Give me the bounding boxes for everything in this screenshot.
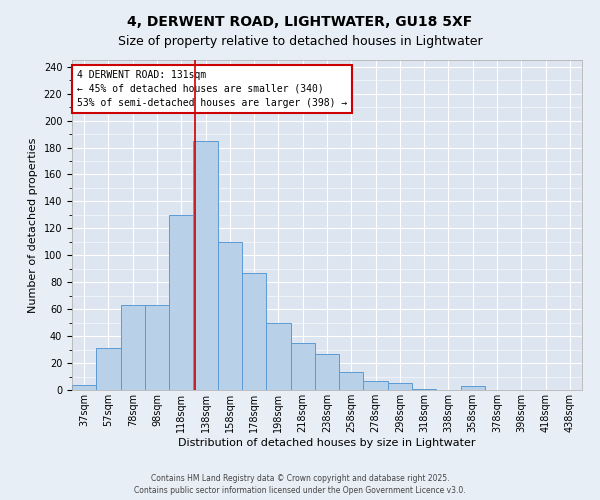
Text: Contains HM Land Registry data © Crown copyright and database right 2025.
Contai: Contains HM Land Registry data © Crown c… xyxy=(134,474,466,495)
Bar xyxy=(121,305,145,390)
Bar xyxy=(388,384,412,390)
Bar xyxy=(72,384,96,390)
Bar xyxy=(242,273,266,390)
Bar xyxy=(461,386,485,390)
X-axis label: Distribution of detached houses by size in Lightwater: Distribution of detached houses by size … xyxy=(178,438,476,448)
Bar xyxy=(315,354,339,390)
Y-axis label: Number of detached properties: Number of detached properties xyxy=(28,138,38,312)
Bar xyxy=(145,305,169,390)
Bar xyxy=(339,372,364,390)
Text: 4, DERWENT ROAD, LIGHTWATER, GU18 5XF: 4, DERWENT ROAD, LIGHTWATER, GU18 5XF xyxy=(127,15,473,29)
Bar xyxy=(266,322,290,390)
Bar xyxy=(364,380,388,390)
Bar xyxy=(193,141,218,390)
Bar xyxy=(96,348,121,390)
Bar xyxy=(218,242,242,390)
Bar xyxy=(412,388,436,390)
Text: Size of property relative to detached houses in Lightwater: Size of property relative to detached ho… xyxy=(118,35,482,48)
Bar xyxy=(169,215,193,390)
Bar xyxy=(290,343,315,390)
Text: 4 DERWENT ROAD: 131sqm
← 45% of detached houses are smaller (340)
53% of semi-de: 4 DERWENT ROAD: 131sqm ← 45% of detached… xyxy=(77,70,347,108)
